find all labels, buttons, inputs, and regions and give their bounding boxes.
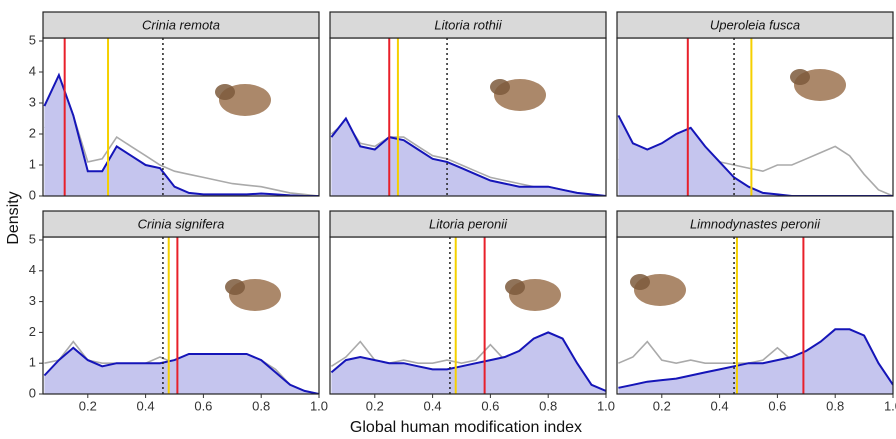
panel-plot xyxy=(330,237,606,394)
x-tick-label: 0.4 xyxy=(424,398,442,413)
y-tick-label: 0 xyxy=(29,385,36,400)
density-area xyxy=(331,118,606,196)
y-tick-label: 1 xyxy=(29,355,36,370)
strip xyxy=(616,11,894,39)
panel-plot xyxy=(330,38,606,196)
strip-label: Crinia remota xyxy=(142,17,220,32)
frog-illustration xyxy=(505,279,525,295)
strip xyxy=(329,11,607,39)
strip-label: Limnodynastes peronii xyxy=(690,216,821,231)
density-line xyxy=(618,328,893,389)
x-tick-label: 0.6 xyxy=(194,398,212,413)
strip xyxy=(616,210,894,238)
density-area xyxy=(44,347,319,394)
panel-plot xyxy=(618,237,893,394)
x-tick-label: 0.4 xyxy=(711,398,729,413)
panel-plot xyxy=(43,38,319,196)
density-line xyxy=(617,114,893,196)
y-tick-label: 1 xyxy=(29,156,36,171)
frog-illustration xyxy=(215,84,235,100)
y-tick-label: 3 xyxy=(29,94,36,109)
y-tick-label: 4 xyxy=(29,262,36,277)
x-axis-title: Global human modification index xyxy=(350,419,582,436)
x-tick-label: 1.0 xyxy=(597,398,615,413)
y-tick-label: 5 xyxy=(29,32,36,47)
x-tick-label: 0.2 xyxy=(653,398,671,413)
density-line xyxy=(43,346,319,394)
y-tick-label: 4 xyxy=(29,63,36,78)
strip-label: Litoria peronii xyxy=(429,216,508,231)
x-tick-label: 0.2 xyxy=(366,398,384,413)
x-tick-label: 0.2 xyxy=(79,398,97,413)
density-line xyxy=(43,72,319,196)
frog-illustration xyxy=(225,279,245,295)
x-tick-label: 1.0 xyxy=(884,398,896,413)
x-tick-label: 0.8 xyxy=(539,398,557,413)
density-line xyxy=(43,114,319,196)
x-tick-label: 0.8 xyxy=(252,398,270,413)
density-area xyxy=(44,75,319,196)
frog-illustration xyxy=(490,79,510,95)
x-tick-label: 0.4 xyxy=(137,398,155,413)
strip xyxy=(42,210,320,238)
strip xyxy=(329,210,607,238)
x-tick-label: 1.0 xyxy=(310,398,328,413)
panel-plot xyxy=(43,237,319,394)
y-tick-label: 0 xyxy=(29,187,36,202)
strip xyxy=(42,11,320,39)
density-area xyxy=(618,115,893,196)
strip-label: Uperoleia fusca xyxy=(710,17,800,32)
strip-label: Litoria rothii xyxy=(434,17,502,32)
panel-plot xyxy=(617,38,893,196)
y-tick-label: 5 xyxy=(29,231,36,246)
strip-label: Crinia signifera xyxy=(138,216,225,231)
y-tick-label: 3 xyxy=(29,293,36,308)
density-area xyxy=(618,329,893,394)
density-line xyxy=(330,116,606,196)
y-axis-title: Density xyxy=(5,191,22,244)
frog-illustration xyxy=(630,274,650,290)
x-tick-label: 0.8 xyxy=(826,398,844,413)
y-tick-label: 2 xyxy=(29,125,36,140)
density-area xyxy=(331,332,606,394)
y-tick-label: 2 xyxy=(29,324,36,339)
x-tick-label: 0.6 xyxy=(768,398,786,413)
density-line xyxy=(330,331,606,392)
frog-illustration xyxy=(790,69,810,85)
x-tick-label: 0.6 xyxy=(481,398,499,413)
